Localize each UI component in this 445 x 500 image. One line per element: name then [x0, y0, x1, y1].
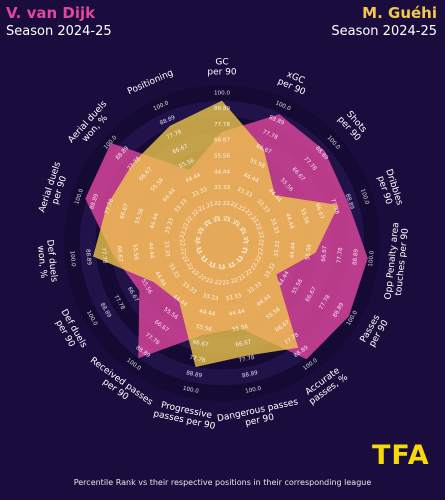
- scale-label: 22.22: [178, 239, 186, 256]
- scale-label: 55.56: [134, 207, 145, 225]
- scale-label: 77.78: [329, 198, 340, 216]
- scale-label: 66.67: [115, 245, 123, 262]
- scale-label: 44.44: [147, 242, 155, 259]
- axis-label-line: won, %: [35, 245, 48, 279]
- scale-label: 33.33: [214, 185, 230, 191]
- player1-season: Season 2024-25: [6, 24, 112, 39]
- scale-label: 22.22: [254, 222, 265, 239]
- scale-label: 66.67: [119, 202, 130, 220]
- scale-label: 77.78: [104, 198, 115, 216]
- scale-label: 88.89: [214, 106, 230, 112]
- scale-label: 66.67: [235, 339, 252, 348]
- scale-label: 55.56: [305, 243, 313, 260]
- radar-series-2: [93, 100, 339, 367]
- scale-label: 33.33: [202, 293, 219, 302]
- scale-label: 11.11: [194, 227, 205, 245]
- scale-label: 33.33: [225, 293, 242, 302]
- scale-label: 77.78: [100, 247, 108, 264]
- axis-label-line: GC: [215, 58, 228, 68]
- scale-label: 66.67: [321, 245, 329, 262]
- scale-label: 22.22: [214, 201, 230, 207]
- scale-label: 100.0: [368, 250, 376, 267]
- scale-label: 44.44: [289, 242, 297, 259]
- axis-label: Positioning: [126, 68, 175, 97]
- scale-label: 55.56: [131, 244, 139, 261]
- scale-label: 44.44: [228, 308, 245, 317]
- scale-label: 77.78: [214, 122, 230, 128]
- scale-label: 11.11: [239, 227, 250, 245]
- scale-label: 55.56: [214, 154, 230, 160]
- scale-label: 11.11: [242, 237, 250, 254]
- scale-label: 33.33: [163, 241, 171, 258]
- scale-label: 88.89: [344, 193, 355, 211]
- radar-polygons: [85, 100, 368, 367]
- scale-label: 22.22: [198, 201, 215, 213]
- scale-label: 66.67: [214, 138, 230, 144]
- player2-name: M. Guéhi: [362, 4, 437, 22]
- scale-label: 100.0: [68, 250, 76, 267]
- scale-label: 44.44: [284, 213, 295, 231]
- scale-label: 44.44: [149, 212, 160, 230]
- scale-label: 55.56: [232, 324, 249, 333]
- scale-label: 33.33: [274, 240, 282, 257]
- scale-label: 11.11: [208, 262, 225, 271]
- scale-label: 55.56: [195, 324, 212, 333]
- scale-label: 88.89: [89, 193, 100, 211]
- scale-label: 77.78: [337, 247, 345, 264]
- scale-label: 100.0: [182, 386, 199, 395]
- footnote: Percentile Rank vs their respective posi…: [73, 478, 372, 487]
- scale-label: 88.89: [352, 248, 360, 265]
- tfa-logo: TFA: [372, 440, 430, 471]
- scale-label: 33.33: [164, 217, 175, 235]
- scale-label: 11.11: [194, 237, 202, 254]
- scale-label: 66.67: [314, 203, 325, 221]
- scale-label: 11.11: [214, 217, 230, 223]
- scale-label: 55.56: [299, 208, 310, 226]
- scale-label: 88.89: [84, 249, 92, 266]
- scale-label: 77.78: [238, 355, 255, 364]
- scale-label: 22.22: [222, 278, 239, 287]
- scale-label: 22.22: [179, 222, 190, 239]
- scale-label: 100.0: [74, 188, 85, 206]
- scale-label: 100.0: [359, 188, 370, 206]
- axis-label-line: per 90: [207, 68, 237, 78]
- scale-label: 77.78: [189, 355, 206, 364]
- scale-label: 66.67: [192, 339, 209, 348]
- scale-label: 22.22: [205, 278, 222, 287]
- scale-label: 33.33: [269, 218, 280, 236]
- scale-label: 44.44: [214, 169, 230, 175]
- player2-season: Season 2024-25: [331, 24, 437, 39]
- scale-label: 100.0: [245, 386, 262, 395]
- scale-label: 88.89: [242, 370, 259, 379]
- player1-name: V. van Dijk: [6, 4, 96, 22]
- scale-label: 100.0: [214, 90, 230, 96]
- scale-label: 44.44: [199, 309, 216, 318]
- scale-label: 88.89: [186, 370, 203, 379]
- axis-label-line: Def duels: [44, 239, 58, 283]
- scale-label: 11.11: [219, 262, 236, 271]
- axis-label-line: Positioning: [126, 68, 175, 97]
- scale-label: 22.22: [229, 201, 246, 213]
- scale-label: 22.22: [258, 239, 266, 256]
